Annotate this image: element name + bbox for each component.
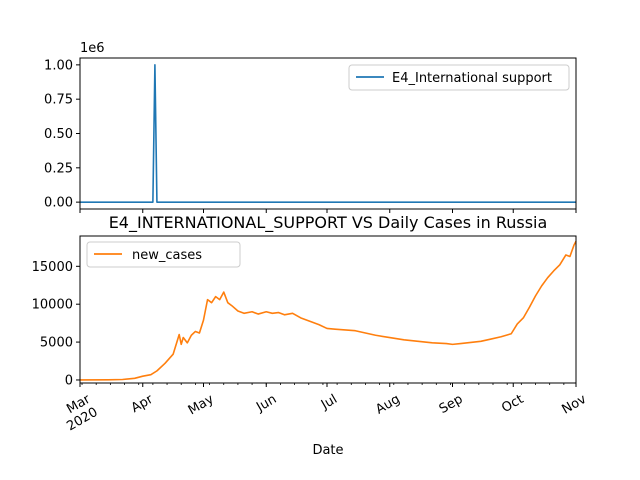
top-y-axis: 0.00 0.25 0.50 0.75 1.00: [44, 58, 80, 211]
bottom-legend: new_cases: [86, 241, 241, 268]
top-y-tick-label: 0.75: [44, 93, 73, 108]
top-x-ticks: [79, 209, 577, 213]
bottom-y-tick-label: 0: [65, 373, 73, 388]
top-series-layer: [80, 64, 576, 203]
top-legend: E4_International support: [348, 64, 570, 91]
top-legend-label: E4_International support: [392, 71, 552, 86]
top-y-multiplier: 1e6: [80, 41, 105, 56]
top-series-line: [80, 64, 576, 203]
top-y-tick-label: 1.00: [44, 58, 73, 73]
bottom-legend-box: [86, 241, 241, 268]
bottom-y-tick-label: 5000: [40, 336, 73, 351]
bottom-chart-title: E4_INTERNATIONAL_SUPPORT VS Daily Cases …: [109, 213, 548, 233]
bottom-x-tick-text: Jul: [318, 392, 340, 413]
bottom-y-tick-label: 15000: [32, 260, 73, 275]
bottom-plot-frame: [79, 235, 577, 384]
bottom-legend-label: new_cases: [132, 248, 202, 263]
top-legend-box: [348, 64, 570, 91]
bottom-y-tick-label: 10000: [32, 298, 73, 313]
top-y-tick-label: 0.00: [44, 196, 73, 211]
bottom-x-tick-label: Jul: [318, 392, 340, 413]
top-chart: 0.00 0.25 0.50 0.75 1.00 1e6 E4_Internationa…: [44, 41, 577, 213]
bottom-series-line: [79, 240, 577, 381]
bottom-series-layer: [79, 240, 577, 381]
top-y-tick-label: 0.50: [44, 127, 73, 142]
bottom-y-axis: 0 5000 10000 15000: [32, 260, 80, 388]
bottom-x-axis-label: Date: [312, 443, 343, 458]
top-y-tick-label: 0.25: [44, 161, 73, 176]
